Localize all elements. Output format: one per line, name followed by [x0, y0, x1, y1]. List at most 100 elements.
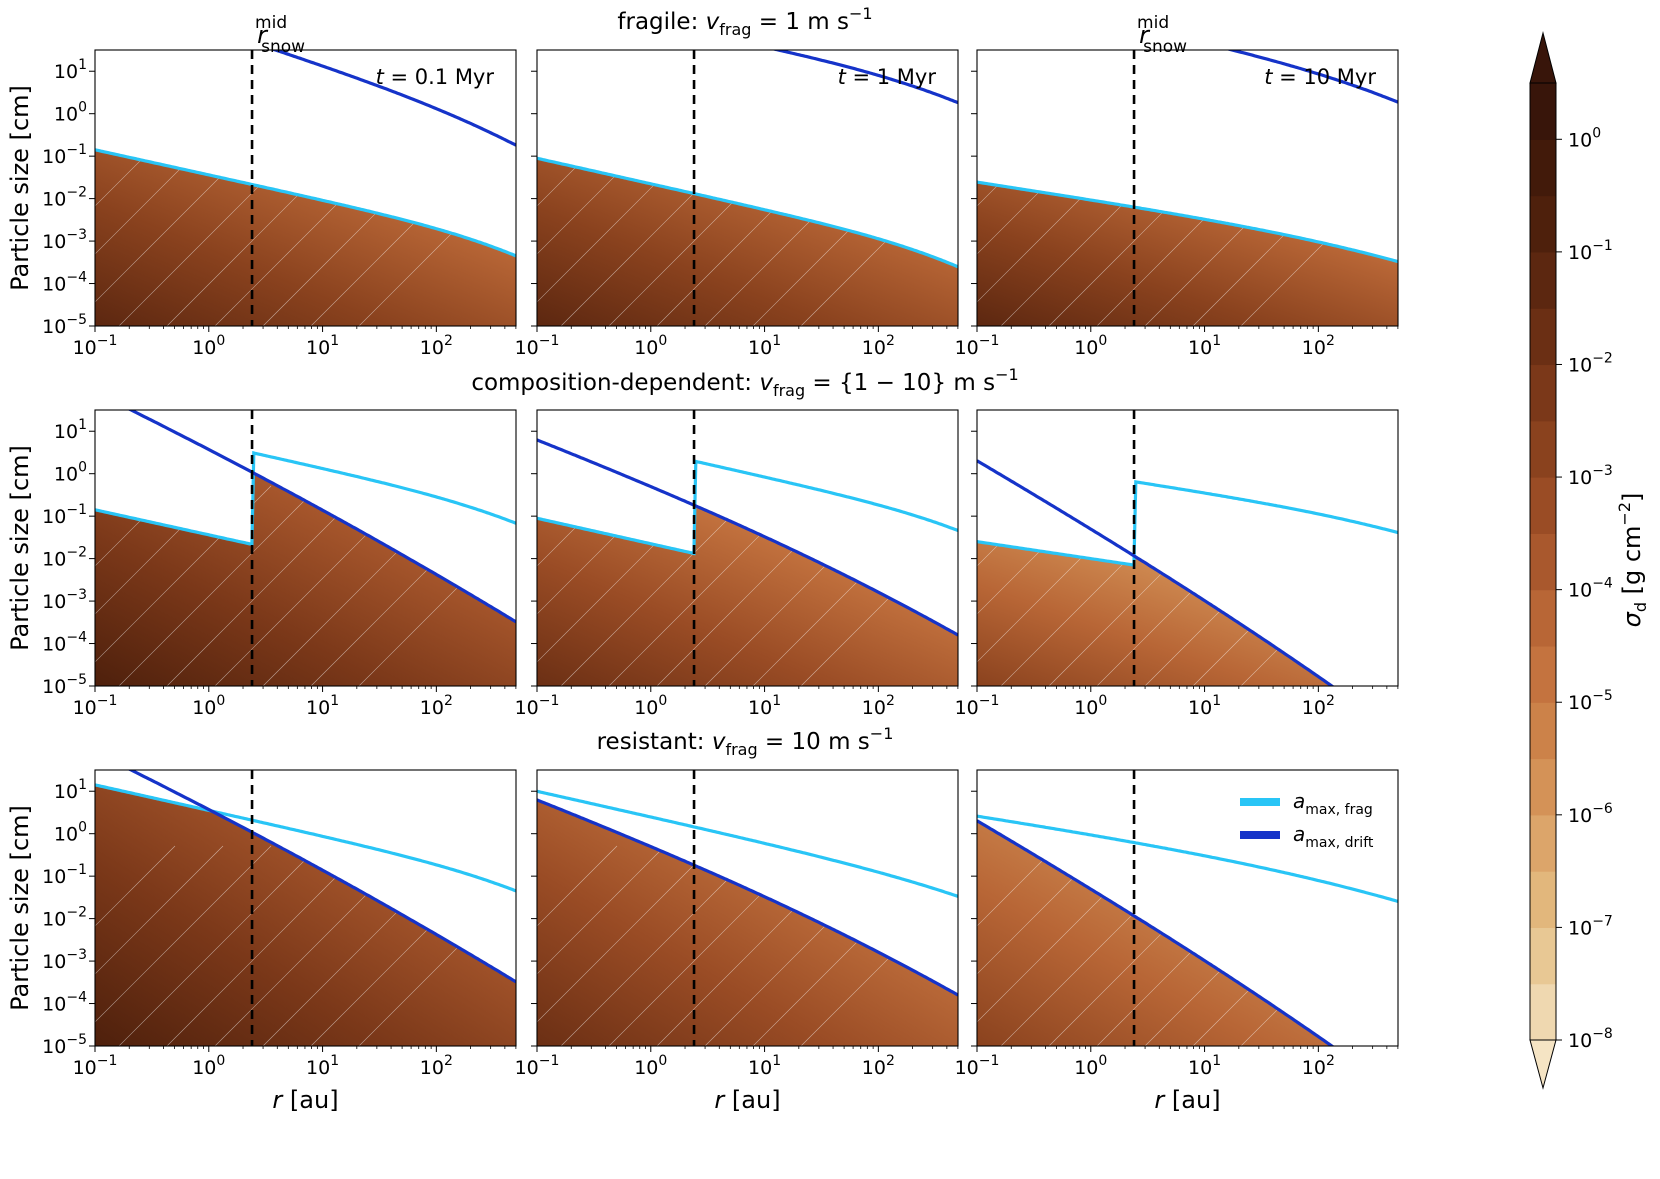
legend-label: amax, drift — [1293, 822, 1374, 851]
colorbar-level — [1530, 195, 1556, 253]
x-tick-label: 10−1 — [515, 693, 560, 719]
panel-2-2: 10−1 100 101 102 — [515, 409, 959, 719]
contour-line — [166, 845, 368, 1046]
colorbar-tick-label: 10−5 — [1568, 688, 1613, 714]
y-tick-label: 101 — [54, 57, 87, 83]
row-title: resistant: vfrag = 10 m s−1 — [597, 724, 894, 759]
x-tick-label: 102 — [420, 693, 453, 719]
x-tick-label: 10−1 — [73, 1053, 118, 1079]
x-tick-label: 102 — [862, 693, 895, 719]
colorbar-tick-label: 10−4 — [1568, 576, 1613, 602]
y-tick-label: 10−3 — [42, 227, 87, 253]
y-tick-label: 10−1 — [42, 502, 87, 528]
empty-region — [977, 50, 1398, 262]
y-tick-label: 10−5 — [42, 312, 87, 338]
y-axis-label: Particle size [cm] — [6, 85, 34, 291]
dust-density-fill — [95, 149, 516, 326]
y-axis-label: Particle size [cm] — [6, 445, 34, 651]
colorbar-extend-top — [1529, 31, 1557, 84]
colorbar-tick-label: 10−7 — [1568, 913, 1613, 939]
x-tick-label: 10−1 — [73, 693, 118, 719]
empty-region — [537, 50, 958, 267]
amax-drift-line — [977, 819, 1335, 1046]
amax-drift-line — [270, 50, 516, 147]
colorbar-level — [1530, 83, 1556, 140]
y-tick-label: 10−3 — [42, 587, 87, 613]
amax-frag-line — [977, 814, 1398, 903]
dust-density-fill — [95, 473, 516, 686]
dust-density-fill — [537, 158, 958, 326]
empty-region — [95, 50, 516, 256]
x-tick-label: 101 — [1188, 333, 1221, 359]
colorbar-level — [1530, 758, 1556, 816]
x-tick-label: 100 — [1074, 693, 1107, 719]
amax-frag-line — [537, 789, 958, 898]
amax-drift-line — [1225, 50, 1398, 104]
contour-line — [166, 485, 368, 686]
colorbar-tick-label: 100 — [1568, 125, 1601, 151]
x-tick-label: 100 — [192, 693, 225, 719]
y-tick-label: 10−4 — [42, 630, 87, 656]
colorbar-tick-label: 10−1 — [1568, 238, 1613, 264]
panel-3-3: 10−1 100 101 102 r [au] amax, frag amax, drift — [955, 769, 1399, 1114]
contour-line — [118, 845, 320, 1046]
dust-density-fill — [95, 784, 516, 1046]
x-tick-label: 102 — [862, 333, 895, 359]
snowline-label: rmid snow — [255, 13, 305, 57]
dust-density-fill — [977, 820, 1398, 1046]
x-tick-label: 101 — [306, 693, 339, 719]
colorbar-extend-bottom — [1529, 1039, 1557, 1090]
amax-drift-line — [771, 50, 958, 105]
panel-2-1: 10−1 100 101 102 101 100 10−1 10−2 10−3 10−4 10−5 P… — [6, 409, 517, 719]
y-tick-label: 10−4 — [42, 990, 87, 1016]
colorbar-tick-label: 10−6 — [1568, 801, 1613, 827]
panel-frame — [94, 49, 517, 327]
colorbar-level — [1530, 871, 1556, 929]
x-axis-label: r [au] — [272, 1086, 338, 1114]
panel-frame — [536, 769, 959, 1047]
y-tick-label: 10−2 — [42, 185, 87, 211]
colorbar-level — [1530, 533, 1556, 591]
amax-drift-line — [537, 438, 958, 637]
colorbar-level — [1530, 139, 1556, 197]
colorbar-level — [1530, 420, 1556, 478]
panel-frame — [536, 49, 959, 327]
x-tick-label: 100 — [1074, 1053, 1107, 1079]
time-label: t = 1 Myr — [838, 65, 937, 89]
colorbar: 100 10−1 10−2 10−3 10−4 10−5 10−6 10−7 10−8 σd [g… — [1529, 31, 1650, 1090]
contour-line — [118, 485, 320, 686]
x-tick-label: 101 — [1188, 693, 1221, 719]
snowline-label: rmid snow — [1137, 13, 1187, 57]
amax-frag-line — [95, 783, 516, 893]
x-tick-label: 101 — [748, 693, 781, 719]
x-tick-label: 102 — [1302, 333, 1335, 359]
colorbar-level — [1530, 308, 1556, 366]
time-label: t = 10 Myr — [1264, 65, 1376, 89]
empty-region — [95, 410, 516, 622]
x-tick-label: 100 — [192, 333, 225, 359]
x-tick-label: 102 — [1302, 693, 1335, 719]
row-title: fragile: vfrag = 1 m s−1 — [617, 4, 872, 39]
x-tick-label: 100 — [634, 693, 667, 719]
contour-line — [537, 845, 666, 975]
x-axis-label: r [au] — [714, 1086, 780, 1114]
y-tick-label: 10−1 — [42, 142, 87, 168]
y-tick-label: 10−1 — [42, 862, 87, 888]
x-tick-label: 100 — [192, 1053, 225, 1079]
y-tick-label: 101 — [54, 417, 87, 443]
time-label: t = 0.1 Myr — [376, 65, 495, 89]
colorbar-tick-label: 10−2 — [1568, 350, 1613, 376]
y-axis-label: Particle size [cm] — [6, 805, 34, 1011]
colorbar-frame — [1529, 82, 1557, 1041]
legend-label: amax, frag — [1293, 789, 1373, 818]
row-title: composition-dependent: vfrag = {1 − 10} … — [471, 365, 1018, 400]
y-tick-label: 100 — [54, 100, 87, 126]
y-tick-label: 10−3 — [42, 947, 87, 973]
x-tick-label: 100 — [634, 333, 667, 359]
x-tick-label: 10−1 — [955, 333, 1000, 359]
panel-frame — [94, 769, 517, 1047]
x-tick-label: 10−1 — [955, 693, 1000, 719]
panels: 10−1 100 101 102 101 100 10−1 10−2 10−3 10−4 10−5 t… — [6, 13, 1399, 1114]
panel-1-3: 10−1 100 101 102 t = 10 Myr rmid snow — [955, 13, 1399, 359]
colorbar-tick-label: 10−8 — [1568, 1026, 1613, 1052]
